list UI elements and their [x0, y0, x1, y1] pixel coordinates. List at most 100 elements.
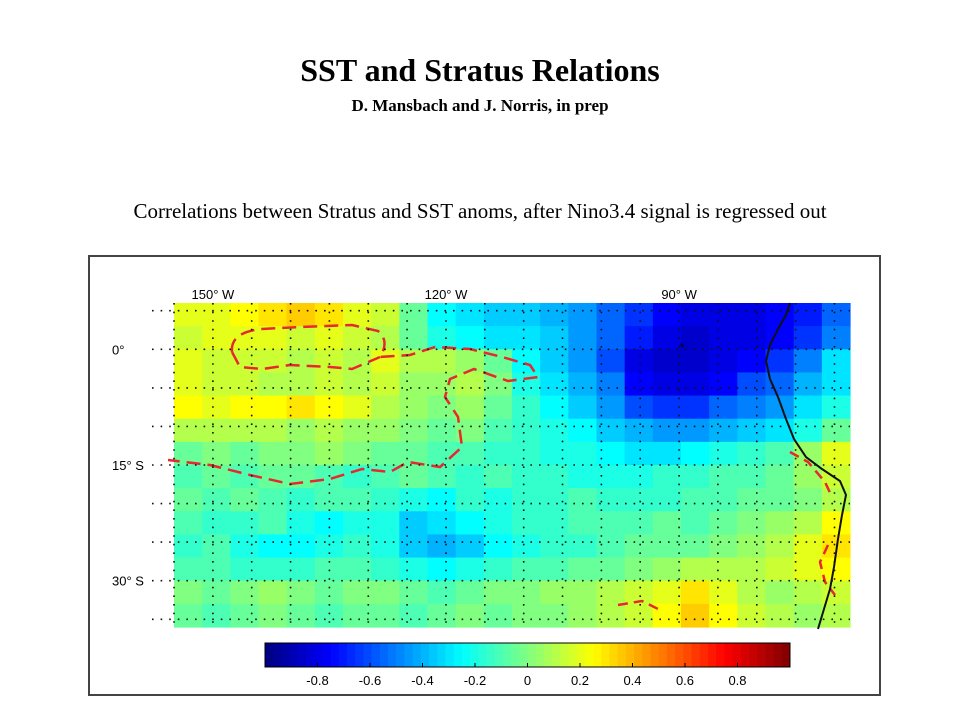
heatmap-cell: [624, 557, 654, 582]
heatmap-cell: [371, 441, 400, 466]
heatmap-cell: [399, 441, 429, 466]
heatmap-cell: [343, 557, 372, 582]
heatmap-cell: [765, 395, 795, 420]
y-tick-label: 30° S: [112, 574, 144, 589]
heatmap-cell: [793, 418, 823, 443]
heatmap-cell: [540, 603, 569, 628]
heatmap-cell: [765, 488, 795, 512]
heatmap-cell: [202, 488, 231, 512]
heatmap-cell: [765, 303, 795, 327]
heatmap-cell: [652, 326, 682, 350]
heatmap-cell: [455, 603, 485, 628]
heatmap-cell: [371, 395, 400, 420]
heatmap-cell: [258, 534, 288, 559]
heatmap-cell: [793, 349, 823, 374]
point-marker: *: [679, 340, 684, 355]
colorbar-segment: [478, 643, 487, 667]
heatmap-cell: [821, 603, 851, 628]
colorbar-tick-label: -0.2: [464, 673, 486, 688]
heatmap-cell: [314, 441, 344, 466]
heatmap-cell: [427, 557, 457, 582]
heatmap-cell: [568, 488, 598, 512]
colorbar-segment: [724, 643, 734, 667]
y-tick-label: 15° S: [112, 458, 144, 473]
heatmap-cell: [681, 557, 710, 582]
heatmap-cell: [286, 603, 316, 628]
colorbar-segment: [322, 643, 332, 667]
heatmap-cell: [709, 395, 738, 420]
colorbar-segment: [429, 643, 438, 667]
heatmap-cell: [174, 557, 203, 582]
heatmap-cell: [483, 511, 513, 536]
heatmap-cell: [765, 511, 795, 536]
heatmap-cell: [371, 372, 400, 397]
heatmap-cell: [512, 580, 541, 605]
heatmap-cell: [793, 603, 823, 628]
heatmap-cell: [230, 441, 260, 466]
heatmap-cell: [230, 326, 260, 350]
heatmap-cell: [286, 372, 316, 397]
heatmap-cell: [540, 441, 569, 466]
heatmap-cell: [652, 418, 682, 443]
heatmap-cell: [652, 465, 682, 489]
contour-coast-2: [818, 544, 836, 596]
heatmap-cell: [540, 557, 569, 582]
heatmap-cell: [174, 511, 203, 536]
heatmap-cell: [624, 395, 654, 420]
heatmap-cell: [596, 603, 626, 628]
colorbar-segment: [306, 643, 315, 667]
colorbar-tick-label: 0.4: [623, 673, 641, 688]
heatmap-cell: [202, 465, 231, 489]
heatmap-cell: [568, 534, 598, 559]
heatmap-cell: [202, 349, 231, 374]
colorbar-segment: [593, 643, 602, 667]
heatmap-cell: [343, 603, 372, 628]
colorbar-segment: [273, 643, 282, 667]
heatmap-cell: [427, 395, 457, 420]
heatmap-cell: [821, 326, 851, 350]
colorbar-segment: [289, 643, 299, 667]
colorbar-segment: [617, 643, 627, 667]
heatmap-cell: [681, 418, 710, 443]
heatmap-cell: [596, 349, 626, 374]
heatmap-cell: [174, 465, 203, 489]
colorbar-segment: [781, 643, 791, 667]
heatmap-cell: [399, 488, 429, 512]
contour-inner: [230, 351, 381, 371]
heatmap-cell: [314, 557, 344, 582]
heatmap-cell: [455, 303, 485, 327]
heatmap-cell: [765, 372, 795, 397]
heatmap-cell: [709, 580, 738, 605]
heatmap-cell: [652, 534, 682, 559]
colorbar-segment: [470, 643, 479, 667]
heatmap-cell: [512, 418, 541, 443]
heatmap-cell: [258, 395, 288, 420]
heatmap-cell: [286, 441, 316, 466]
heatmap-cell: [596, 418, 626, 443]
heatmap-cell: [483, 534, 513, 559]
heatmap-cell: [624, 603, 654, 628]
heatmap-cell: [371, 534, 400, 559]
heatmap-cell: [596, 326, 626, 350]
heatmap-cell: [568, 303, 598, 327]
colorbar-segment: [568, 643, 578, 667]
heatmap-cell: [596, 557, 626, 582]
heatmap-cell: [652, 372, 682, 397]
heatmap-cell: [540, 372, 569, 397]
heatmap-cell: [568, 580, 598, 605]
heatmap-cell: [202, 511, 231, 536]
heatmap-cell: [512, 441, 541, 466]
x-tick-label: 90° W: [661, 287, 697, 302]
heatmap-cell: [202, 557, 231, 582]
heatmap-cell: [624, 534, 654, 559]
colorbar-segment: [519, 643, 528, 667]
heatmap-cell: [286, 580, 316, 605]
heatmap-cell: [230, 372, 260, 397]
heatmap-cell: [230, 418, 260, 443]
heatmap-cell: [427, 349, 457, 374]
heatmap-cell: [230, 488, 260, 512]
colorbar-segment: [576, 643, 586, 667]
heatmap-cell: [568, 603, 598, 628]
heatmap-cell: [427, 303, 457, 327]
heatmap-cell: [483, 395, 513, 420]
